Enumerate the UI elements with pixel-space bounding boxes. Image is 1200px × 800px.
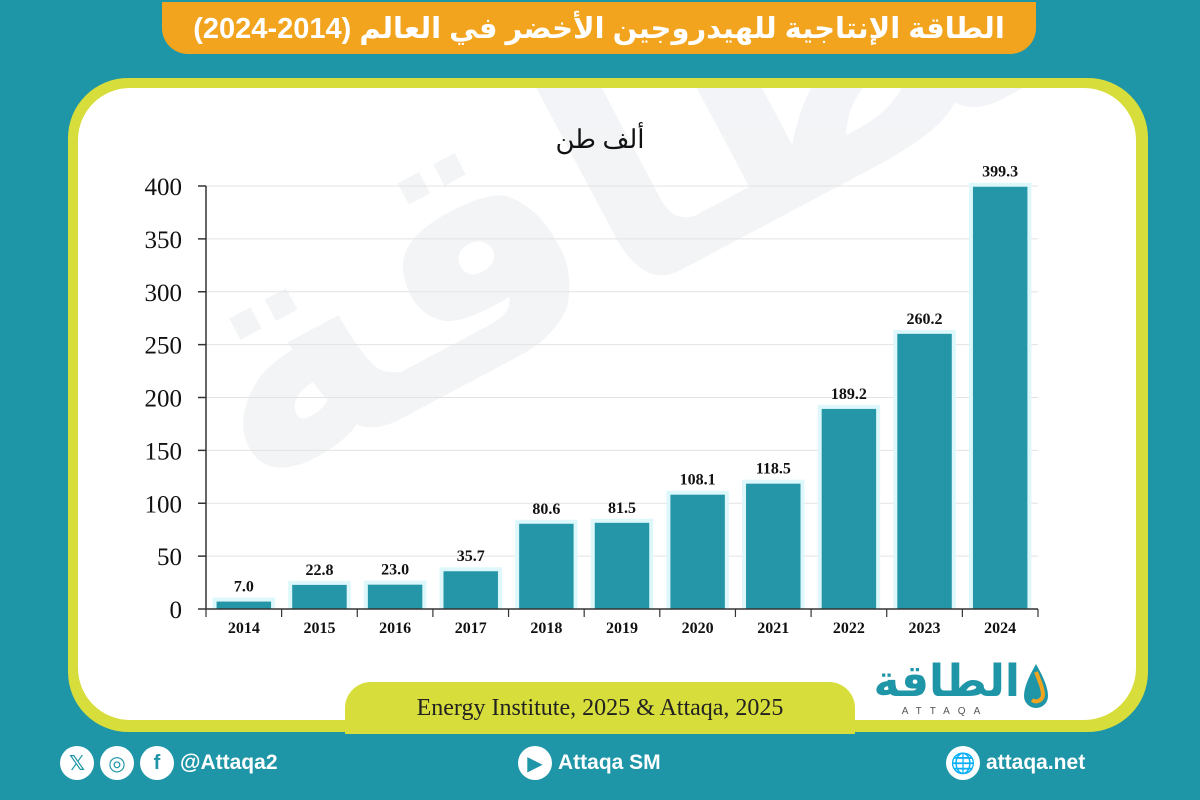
bar-2015 [292,584,347,609]
social-handle[interactable]: @Attaqa2 [180,751,278,774]
globe-icon[interactable]: 🌐 [946,746,980,780]
bar-2014 [216,601,272,609]
bar-2016 [367,584,423,609]
youtube-handle[interactable]: Attaqa SM [558,751,661,774]
website-text[interactable]: attaqa.net [986,751,1086,774]
bar-2018 [519,523,574,609]
y-tick-label: 150 [145,438,183,465]
x-tick-label: 2014 [228,620,260,637]
facebook-icon[interactable]: f [140,746,174,780]
y-axis-label: ألف طن [555,121,644,155]
bar-value-label: 108.1 [680,472,716,489]
x-tick-label: 2016 [379,620,411,637]
x-tick-label: 2018 [530,620,562,637]
bar-value-label: 260.2 [907,311,943,328]
bar-2019 [594,522,650,609]
bar-value-label: 7.0 [234,579,254,596]
bar-value-label: 189.2 [831,386,867,403]
bars: 7.0 22.8 23.0 35.7 80.6 81.5 108.1 118.5 189.2 26… [212,164,1032,610]
bar-value-label: 81.5 [608,500,636,517]
y-tick-label: 200 [145,386,183,413]
y-tick-label: 100 [145,491,183,518]
x-tick-label: 2019 [606,620,638,637]
logo-arabic-text: الطاقة [873,657,1020,706]
chart-card: الطاقة [78,88,1136,720]
website-link[interactable]: 🌐 attaqa.net [946,745,1085,781]
bar-2022 [821,408,877,609]
bar-2023 [897,333,952,609]
instagram-icon[interactable]: ◎ [100,746,134,780]
y-tick-label: 300 [145,280,183,307]
bar-value-label: 22.8 [305,562,333,579]
social-links: 𝕏 ◎ f @Attaqa2 [60,745,278,781]
youtube-icon[interactable]: ▶ [518,746,552,780]
youtube-link[interactable]: ▶ Attaqa SM [518,745,661,781]
bar-value-label: 118.5 [756,461,791,478]
attaqa-logo: الطاقة ATTAQA [860,656,1060,720]
x-tick-label: 2023 [909,620,941,637]
bar-value-label: 23.0 [381,562,409,579]
x-tick-label: 2017 [455,620,487,637]
bar-2021 [746,483,801,609]
x-tick-label: 2022 [833,620,865,637]
x-tick-label: 2020 [682,620,714,637]
y-tick-label: 50 [157,544,182,571]
bar-2017 [443,571,498,609]
source-note: Energy Institute, 2025 & Attaqa, 2025 [345,682,855,734]
chart-title: الطاقة الإنتاجية للهيدروجين الأخضر في ال… [193,12,1005,45]
x-tick-label: 2024 [984,620,1016,637]
chart-title-banner: الطاقة الإنتاجية للهيدروجين الأخضر في ال… [162,2,1036,54]
x-tick-label: 2021 [757,620,789,637]
x-tick-label: 2015 [303,620,335,637]
bar-value-label: 80.6 [532,501,560,518]
x-icon[interactable]: 𝕏 [60,746,94,780]
bar-value-label: 35.7 [457,548,485,565]
y-tick-label: 350 [145,227,183,254]
bar-2020 [670,494,725,609]
y-tick-label: 400 [145,174,183,201]
y-tick-label: 0 [170,597,183,624]
bar-2024 [972,186,1028,610]
y-tick-label: 250 [145,333,183,360]
drop-icon [1024,664,1048,708]
axes: 0 50 100 150 200 250 300 350 400 2014 2015 2016 2017… [145,174,1039,637]
logo-latin-text: ATTAQA [901,706,989,717]
source-text: Energy Institute, 2025 & Attaqa, 2025 [416,694,784,721]
bar-value-label: 399.3 [982,164,1018,181]
